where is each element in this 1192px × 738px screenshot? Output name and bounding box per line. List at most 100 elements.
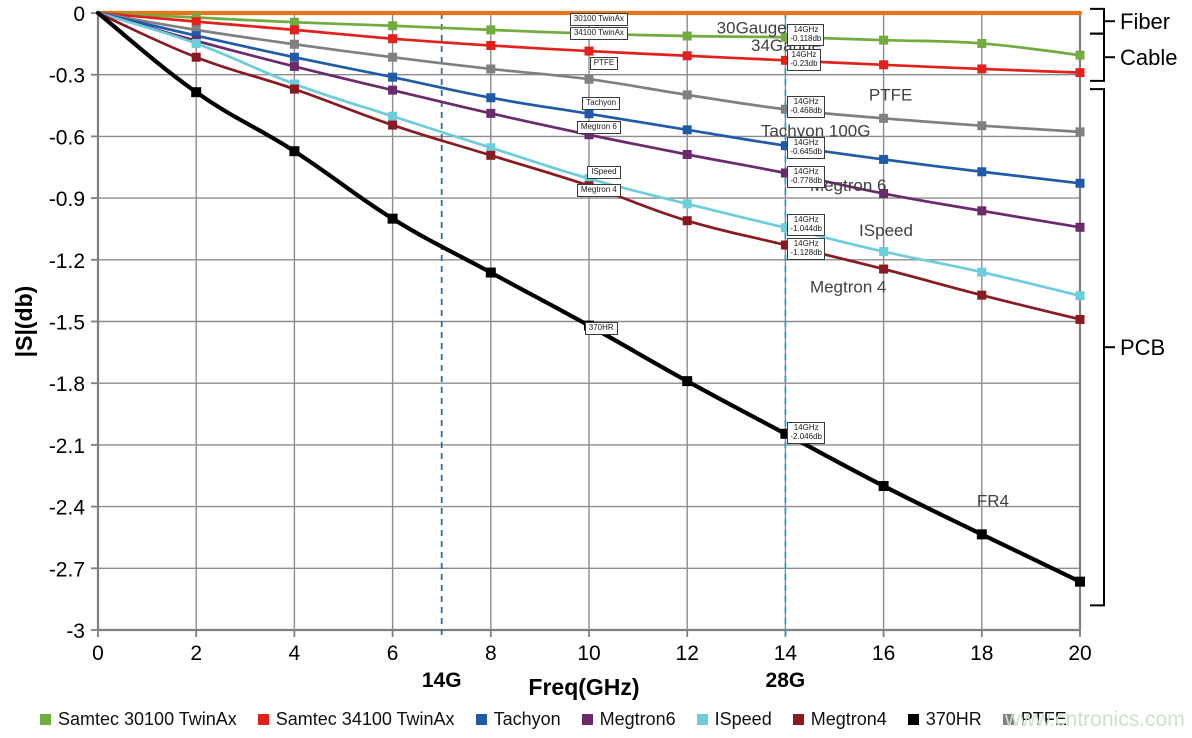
legend-item-megtron6[interactable]: Megtron6 [581, 708, 676, 730]
series-marker-megtron6 [584, 130, 594, 140]
legend-label: Megtron6 [599, 708, 676, 729]
series-marker-samtec-34100-twinax [289, 25, 299, 35]
series-marker-samtec-34100-twinax [780, 55, 790, 65]
series-marker-ptfe [486, 64, 496, 74]
x-tick-label: 20 [1068, 642, 1091, 665]
series-marker-samtec-30100-twinax [388, 21, 398, 31]
series-right-label-ptfe: PTFE [869, 85, 912, 104]
legend-item-samtec-34100-twinax[interactable]: Samtec 34100 TwinAx [257, 709, 455, 730]
inline-label-34100-twinax: 34100 TwinAx [569, 27, 628, 41]
inline-label-tachyon: Tachyon [582, 96, 621, 110]
callout-freq: 14GHz [793, 238, 819, 248]
series-marker-tachyon [191, 31, 201, 41]
series-line-tachyon [96, 11, 1082, 185]
value-callout-ptfe: 14GHz -0.468db [787, 96, 825, 119]
y-tick-label: -0.3 [49, 65, 85, 88]
bracket-cable [1090, 32, 1105, 82]
series-marker-samtec-30100-twinax [289, 17, 299, 27]
series-marker-ptfe [388, 52, 398, 62]
inline-label-370hr: 370HR [584, 322, 618, 336]
legend-swatch-icon [581, 713, 593, 725]
callout-freq: 14GHz [793, 214, 819, 224]
legend-item-ispeed[interactable]: ISpeed [696, 709, 772, 730]
y-tick-label: -2.7 [49, 558, 85, 581]
series-line-megtron6 [96, 11, 1082, 229]
y-tick-label: -1.2 [49, 250, 85, 273]
y-tick-label: -0.9 [49, 188, 85, 211]
legend-label: Samtec 30100 TwinAx [58, 708, 237, 729]
x-tick-label: 12 [676, 642, 699, 665]
callout-value: -0.468db [790, 106, 822, 116]
series-marker-tachyon [977, 167, 987, 177]
x-tick-label: 0 [92, 642, 104, 665]
series-marker-samtec-34100-twinax [977, 64, 987, 74]
callout-freq: 14GHz [793, 97, 819, 107]
series-marker-tachyon [388, 72, 398, 82]
x-tick-label: 2 [190, 642, 202, 665]
value-callout-megtron4: 14GHz -1.128db [787, 237, 825, 260]
series-marker-megtron4 [388, 120, 398, 130]
callout-value: -2.046db [790, 431, 822, 441]
legend-swatch-icon [907, 713, 919, 725]
callout-freq: 14GHz [793, 25, 819, 35]
series-marker-ptfe [289, 39, 299, 49]
series-marker-samtec-34100-twinax [1075, 68, 1085, 78]
legend-label: PTFE [1020, 708, 1067, 729]
series-marker-ispeed [879, 247, 889, 257]
series-marker-megtron4 [682, 216, 692, 226]
y-tick-label: -1.5 [49, 312, 85, 335]
y-tick-label: -1.8 [49, 373, 85, 396]
value-callout-samtec-30100-twinax: 14GHz -0.118db [787, 24, 825, 47]
series-marker-ptfe [191, 25, 201, 35]
inline-label-ptfe: PTFE [589, 56, 619, 70]
series-marker-ptfe [584, 74, 594, 84]
x-tick-label: 6 [387, 642, 399, 665]
series-marker-ptfe [879, 113, 889, 123]
series-right-label-30gauge: 30Gauge [717, 19, 787, 38]
callout-value: -1.044db [790, 223, 822, 233]
y-tick-label: -2.4 [49, 497, 86, 520]
series-marker-megtron4 [780, 240, 790, 250]
y-tick-label: -2.1 [49, 435, 85, 458]
series-marker-370hr [682, 376, 693, 387]
group-label-cable: Cable [1120, 45, 1177, 70]
series-marker-megtron6 [388, 85, 398, 95]
series-marker-megtron6 [682, 149, 692, 159]
legend-item-370hr[interactable]: 370HR [907, 709, 982, 730]
value-callout-samtec-34100-twinax: 14GHz -0.23db [787, 49, 821, 72]
series-marker-ispeed [191, 38, 201, 48]
value-callout-megtron6: 14GHz -0.778db [787, 166, 825, 188]
vline-label-28G: 28G [766, 669, 806, 692]
legend-item-tachyon[interactable]: Tachyon [475, 708, 561, 730]
series-right-label-tachyon-100g: Tachyon 100G [761, 121, 871, 140]
series-marker-samtec-30100-twinax [780, 32, 790, 42]
series-marker-370hr [780, 428, 791, 439]
series-marker-megtron4 [977, 290, 987, 300]
series-marker-megtron6 [780, 168, 790, 178]
series-marker-ispeed [780, 223, 790, 233]
callout-freq: 14GHz [791, 50, 817, 60]
legend-swatch-icon [257, 713, 269, 725]
series-marker-megtron6 [879, 189, 889, 199]
vline-label-14G: 14G [422, 669, 462, 692]
legend-item-samtec-30100-twinax[interactable]: Samtec 30100 TwinAx [40, 709, 237, 730]
y-axis-title: |S|(db) [11, 286, 37, 358]
series-marker-ispeed [486, 143, 496, 153]
series-marker-tachyon [879, 154, 889, 164]
series-marker-ptfe [977, 121, 987, 131]
callout-freq: 14GHz [793, 137, 819, 147]
bracket-pcb [1090, 88, 1105, 607]
value-callout-ispeed: 14GHz -1.044db [787, 213, 825, 236]
legend-label: Tachyon [493, 708, 561, 729]
legend-item-ptfe[interactable]: PTFE [1002, 708, 1067, 730]
callout-value: -0.778db [790, 175, 822, 185]
legend-item-megtron4[interactable]: Megtron4 [792, 709, 887, 730]
legend-swatch-icon [696, 713, 708, 725]
series-marker-370hr [485, 267, 496, 278]
series-marker-samtec-34100-twinax [682, 51, 692, 61]
series-marker-370hr [289, 146, 300, 157]
series-marker-tachyon [584, 109, 594, 119]
series-marker-samtec-34100-twinax [584, 46, 594, 56]
